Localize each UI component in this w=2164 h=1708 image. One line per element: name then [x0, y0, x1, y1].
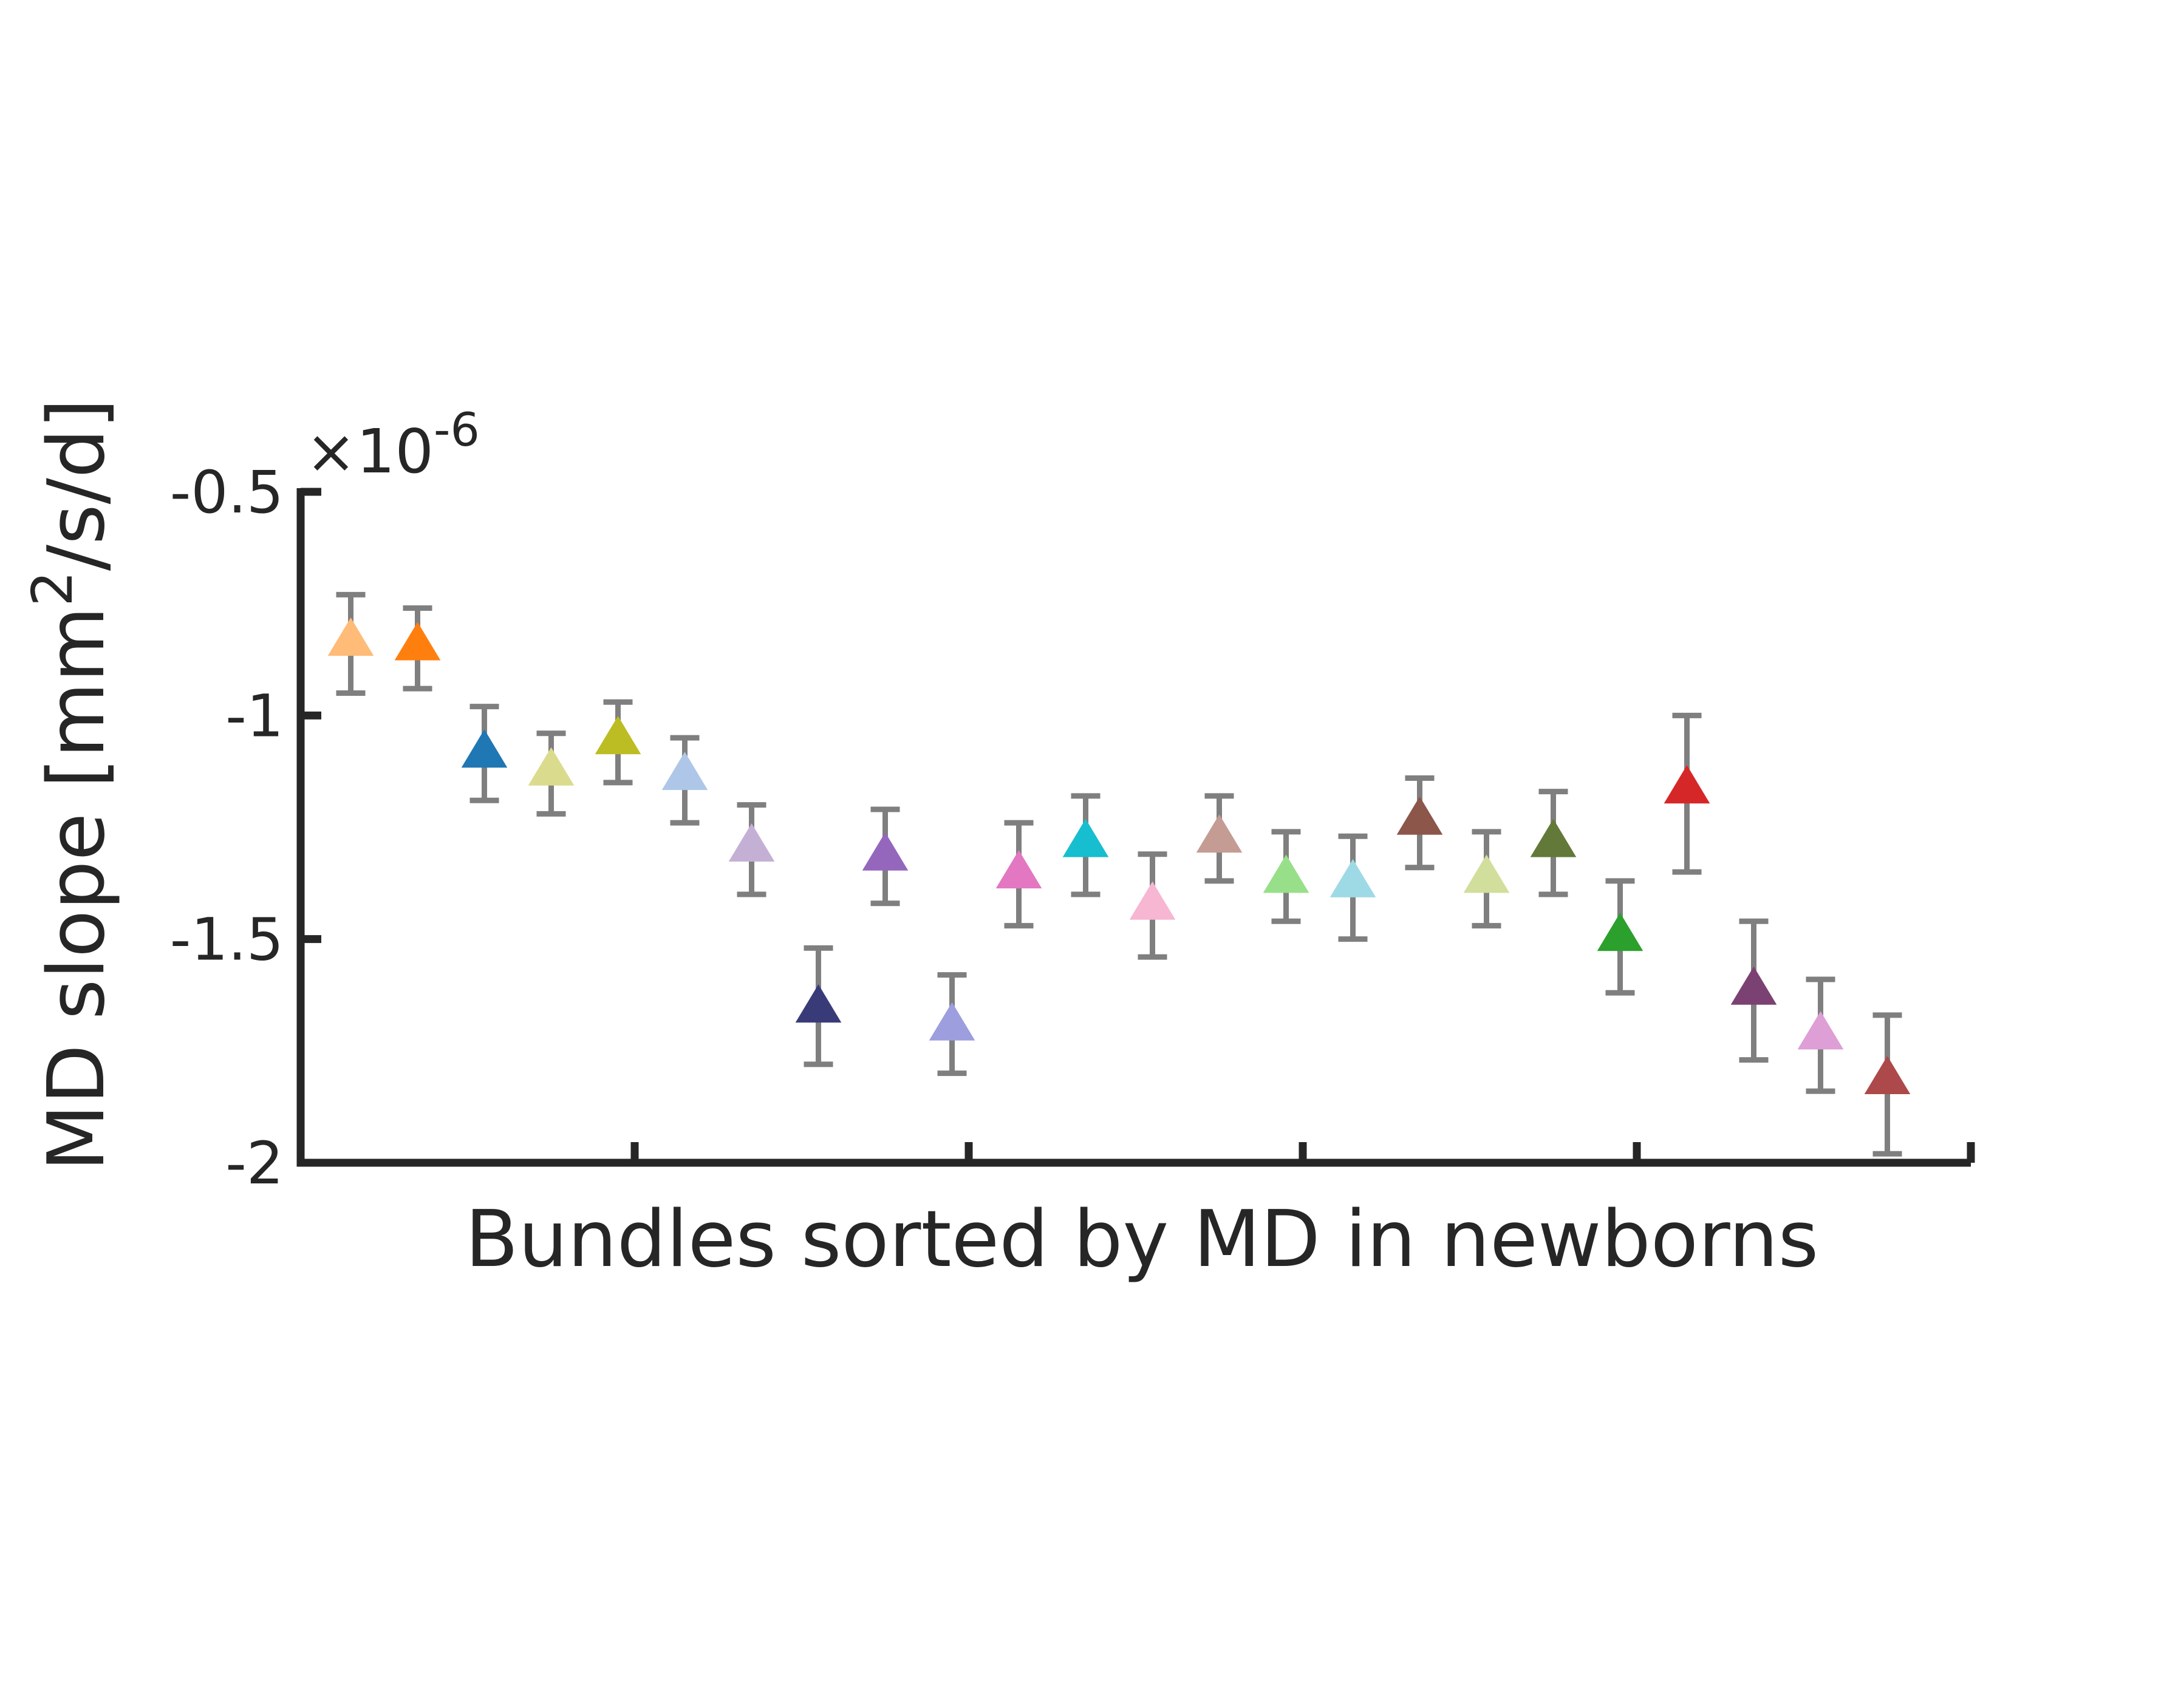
- data-point: [929, 1002, 975, 1041]
- data-point: [1062, 818, 1109, 857]
- data-point: [661, 752, 708, 791]
- y-exponent-base: ×10: [305, 416, 434, 487]
- data-point: [728, 823, 775, 862]
- data-point: [528, 747, 575, 786]
- x-axis-title: Bundles sorted by MD in newborns: [465, 1194, 1819, 1285]
- data-point: [1463, 854, 1510, 893]
- data-point: [1196, 814, 1243, 853]
- data-point: [1797, 1011, 1844, 1050]
- y-title-superscript: 2: [20, 571, 85, 607]
- data-point: [327, 618, 374, 656]
- data-point: [394, 622, 441, 661]
- y-exponent-power: -6: [434, 403, 480, 457]
- y-axis-title: MD slope [mm2/s/d]: [20, 398, 122, 1171]
- data-point: [1329, 859, 1376, 897]
- data-point: [1664, 765, 1710, 804]
- y-tick-labels: -2 -1.5 -1 -0.5: [170, 458, 284, 1197]
- data-point: [1597, 913, 1643, 951]
- data-point: [1396, 796, 1443, 835]
- y-title-base: MD slope [mm: [32, 607, 122, 1171]
- y-tick-label: -1.5: [170, 906, 284, 974]
- data-point: [862, 832, 909, 871]
- y-title-rest: /s/d]: [32, 398, 122, 571]
- data-markers: [327, 618, 1911, 1095]
- data-point: [995, 850, 1042, 889]
- data-point: [1530, 818, 1577, 857]
- y-tick-label: -0.5: [170, 458, 284, 526]
- data-point: [1129, 881, 1176, 920]
- data-point: [795, 984, 842, 1023]
- data-point: [1864, 1056, 1911, 1095]
- data-point: [461, 729, 508, 768]
- data-point: [1263, 854, 1309, 893]
- y-tick-label: -1: [225, 682, 284, 750]
- error-bars: [336, 591, 1902, 1157]
- data-point: [1730, 966, 1777, 1005]
- data-point: [595, 716, 641, 755]
- y-tick-label: -2: [225, 1129, 284, 1197]
- y-axis-exponent: ×10-6: [305, 403, 480, 487]
- axes: [296, 488, 1975, 1167]
